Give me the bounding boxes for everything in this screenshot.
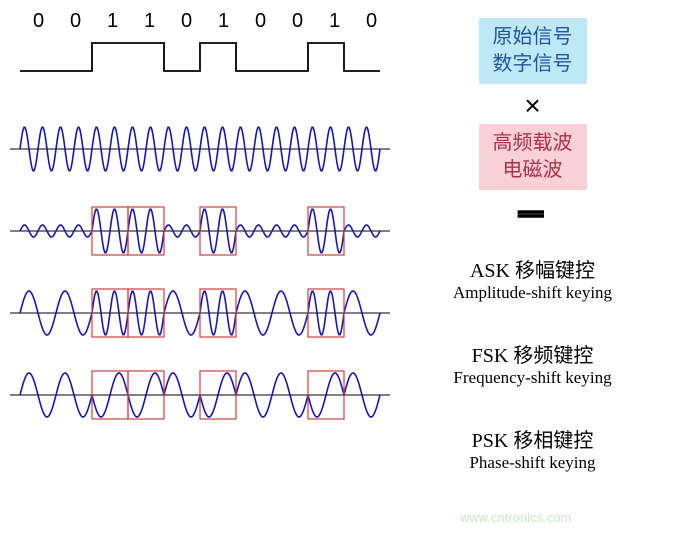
bit: 1 [206, 10, 242, 33]
bit: 0 [21, 10, 57, 33]
digital-signal-plot [10, 37, 400, 105]
bit: 0 [243, 10, 279, 33]
src-line1: 原始信号 [493, 26, 573, 48]
multiply-icon: × [524, 90, 540, 122]
ask-cn: ASK 移幅键控 [453, 254, 612, 283]
fsk-label: FSK 移频键控 Frequency-shift keying [453, 339, 611, 388]
legend-column: 原始信号 数字信号 × 高频载波 电磁波 || ASK 移幅键控 Amplitu… [400, 10, 665, 473]
source-signal-box: 原始信号 数字信号 [479, 18, 587, 84]
bit: 0 [58, 10, 94, 33]
fsk-en: Frequency-shift keying [453, 368, 611, 388]
waveforms-column: 0011010010 [10, 10, 400, 473]
bit: 1 [95, 10, 131, 33]
psk-cn: PSK 移相键控 [469, 424, 595, 453]
psk-label: PSK 移相键控 Phase-shift keying [469, 424, 595, 473]
psk-en: Phase-shift keying [469, 453, 595, 473]
equals-icon: || [516, 208, 548, 216]
bit: 0 [354, 10, 390, 33]
bit: 0 [169, 10, 205, 33]
fsk-wave-plot [10, 283, 400, 351]
ask-wave-plot [10, 201, 400, 269]
bit-sequence: 0011010010 [10, 10, 400, 37]
carrier-wave-plot [10, 119, 400, 187]
car-line1: 高频载波 [493, 132, 573, 154]
bit: 1 [132, 10, 168, 33]
watermark: www.cntronics.com [460, 510, 571, 525]
ask-label: ASK 移幅键控 Amplitude-shift keying [453, 254, 612, 303]
car-line2: 电磁波 [503, 159, 563, 181]
bit: 1 [317, 10, 353, 33]
ask-en: Amplitude-shift keying [453, 283, 612, 303]
src-line2: 数字信号 [493, 53, 573, 75]
psk-wave-plot [10, 365, 400, 433]
bit: 0 [280, 10, 316, 33]
fsk-cn: FSK 移频键控 [453, 339, 611, 368]
diagram-root: 0011010010 原始信号 数字信号 × 高频载波 电磁波 || ASK 移… [10, 10, 665, 473]
carrier-box: 高频载波 电磁波 [479, 124, 587, 190]
